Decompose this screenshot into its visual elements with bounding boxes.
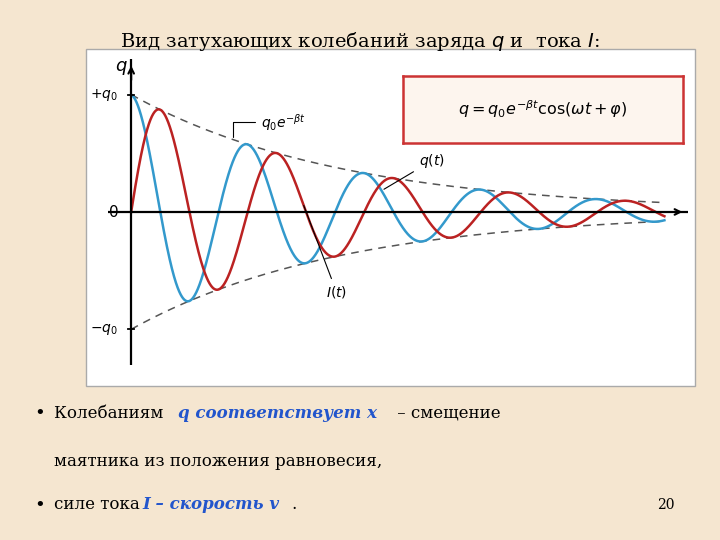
Text: маятника из положения равновесия,: маятника из положения равновесия, — [54, 453, 382, 470]
Text: $q = q_0e^{-\beta t}\cos(\omega t + \varphi)$: $q = q_0e^{-\beta t}\cos(\omega t + \var… — [458, 98, 627, 120]
Text: 20: 20 — [657, 498, 675, 512]
Text: $q(t)$: $q(t)$ — [384, 152, 444, 189]
Text: $0$: $0$ — [107, 204, 118, 220]
Text: $+q_0$: $+q_0$ — [90, 86, 118, 103]
Text: •: • — [35, 496, 45, 514]
Text: q соответствует x: q соответствует x — [178, 404, 377, 422]
Text: силе тока: силе тока — [54, 496, 156, 514]
Text: .: . — [292, 496, 297, 514]
Text: $-q_0$: $-q_0$ — [90, 322, 118, 337]
Text: I – скорость v: I – скорость v — [143, 496, 279, 514]
Text: Вид затухающих колебаний заряда $q$ и  тока $I$:: Вид затухающих колебаний заряда $q$ и то… — [120, 30, 600, 53]
Text: – смещение: – смещение — [392, 404, 501, 422]
Text: $q_0e^{-\beta t}$: $q_0e^{-\beta t}$ — [233, 112, 306, 137]
Text: $q$: $q$ — [114, 59, 127, 77]
Text: •: • — [35, 404, 45, 422]
Text: Колебаниям: Колебаниям — [54, 404, 168, 422]
Text: $I(t)$: $I(t)$ — [304, 206, 347, 300]
